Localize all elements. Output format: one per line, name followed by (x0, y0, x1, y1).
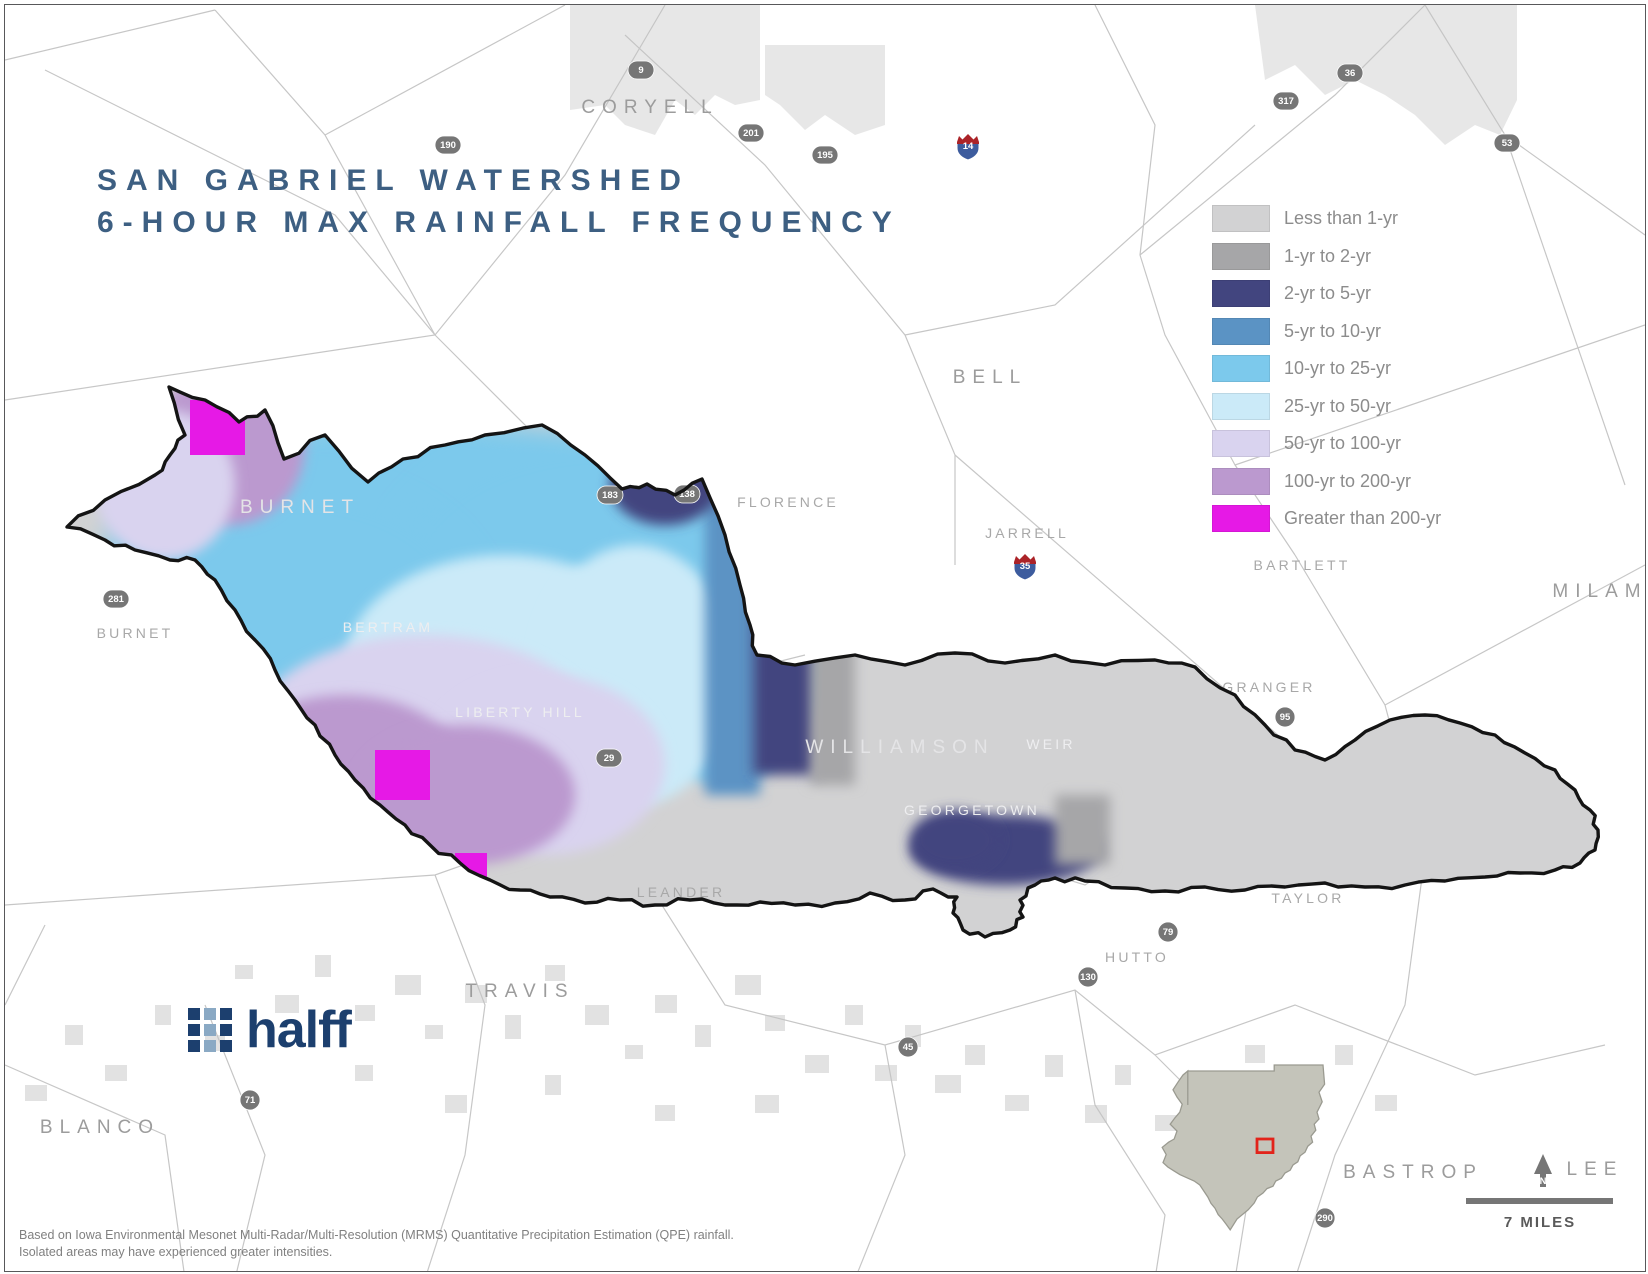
svg-text:GRANGER: GRANGER (1222, 679, 1315, 695)
svg-text:BERTRAM: BERTRAM (343, 619, 434, 635)
svg-text:183: 183 (602, 490, 618, 501)
svg-text:317: 317 (1278, 96, 1294, 107)
svg-text:HUTTO: HUTTO (1105, 949, 1169, 965)
svg-text:130: 130 (1080, 972, 1096, 983)
svg-text:FLORENCE: FLORENCE (737, 494, 839, 510)
svg-text:79: 79 (1163, 927, 1174, 938)
svg-text:GEORGETOWN: GEORGETOWN (904, 802, 1040, 818)
svg-text:7 MILES: 7 MILES (1504, 1214, 1576, 1231)
svg-text:JARRELL: JARRELL (985, 525, 1069, 541)
svg-text:TRAVIS: TRAVIS (465, 981, 574, 1002)
svg-text:71: 71 (245, 1095, 256, 1106)
svg-text:BELL: BELL (953, 367, 1027, 388)
svg-text:TAYLOR: TAYLOR (1271, 890, 1344, 906)
svg-text:14: 14 (963, 141, 974, 152)
svg-text:36: 36 (1345, 68, 1356, 79)
svg-text:BURNET: BURNET (240, 497, 360, 518)
svg-text:201: 201 (743, 128, 760, 139)
svg-text:95: 95 (1280, 712, 1291, 723)
svg-text:BLANCO: BLANCO (40, 1117, 160, 1138)
svg-text:290: 290 (1317, 1213, 1333, 1224)
svg-text:9: 9 (638, 65, 643, 76)
svg-text:WEIR: WEIR (1026, 736, 1075, 752)
svg-text:29: 29 (604, 753, 615, 764)
svg-text:281: 281 (108, 594, 125, 605)
svg-text:WILLIAMSON: WILLIAMSON (805, 737, 994, 758)
svg-text:190: 190 (440, 140, 456, 151)
svg-text:35: 35 (1020, 561, 1031, 572)
svg-text:53: 53 (1502, 138, 1513, 149)
svg-text:N: N (1540, 1176, 1547, 1187)
svg-text:MILAM: MILAM (1552, 581, 1645, 602)
svg-text:BASTROP: BASTROP (1343, 1162, 1483, 1183)
svg-text:LIBERTY HILL: LIBERTY HILL (455, 704, 585, 720)
svg-text:LEE: LEE (1567, 1159, 1624, 1180)
svg-text:BURNET: BURNET (97, 625, 174, 641)
svg-text:CORYELL: CORYELL (581, 97, 718, 118)
svg-text:45: 45 (903, 1042, 914, 1053)
svg-text:BARTLETT: BARTLETT (1254, 557, 1351, 573)
